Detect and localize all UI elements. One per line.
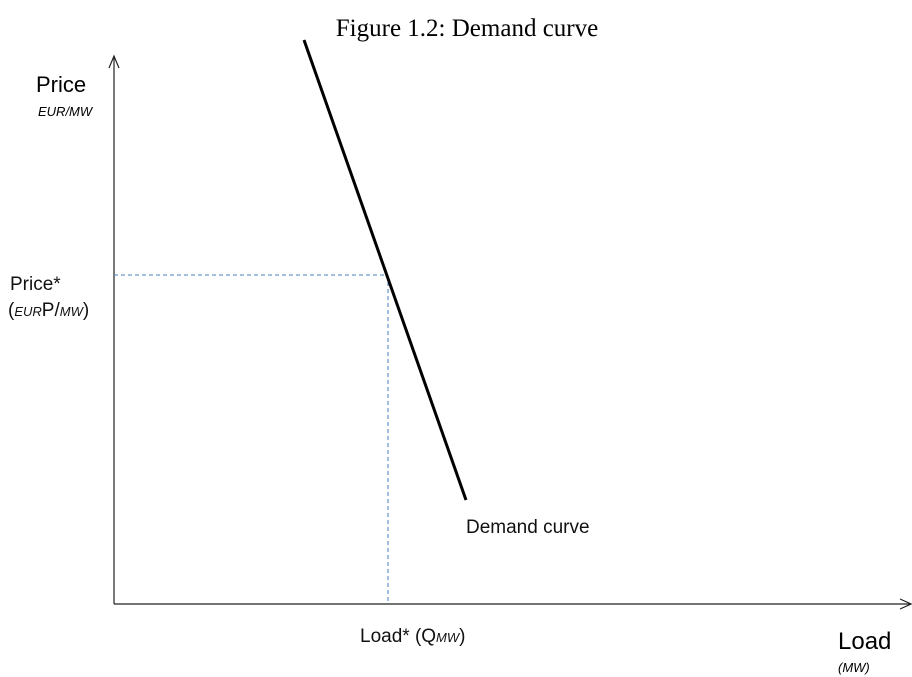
y-axis-arrow xyxy=(108,54,120,69)
paren: ( xyxy=(8,300,15,321)
demand-curve xyxy=(302,39,468,501)
y-axis-unit: EUR/MW xyxy=(38,104,94,119)
unit-part: MW xyxy=(60,304,85,319)
x-axis-label: Load xyxy=(838,628,891,655)
x-axis-unit: (MW) xyxy=(838,660,870,675)
label-part: Load* (Q xyxy=(360,626,436,647)
y-axis-label: Price xyxy=(36,72,86,97)
unit-part: EUR xyxy=(14,304,41,319)
unit-part: MW xyxy=(436,630,461,645)
price-star-label: Price* xyxy=(10,274,61,295)
figure-title: Figure 1.2: Demand curve xyxy=(336,15,598,42)
unit-part: P/ xyxy=(42,300,61,321)
paren: ) xyxy=(459,626,465,647)
x-axis-arrow xyxy=(899,598,912,610)
price-star-unit: (EURP/MW) xyxy=(8,300,89,321)
curve-label: Demand curve xyxy=(466,517,590,538)
paren: ) xyxy=(83,300,89,321)
load-star-label: Load* (QMW) xyxy=(360,626,465,647)
